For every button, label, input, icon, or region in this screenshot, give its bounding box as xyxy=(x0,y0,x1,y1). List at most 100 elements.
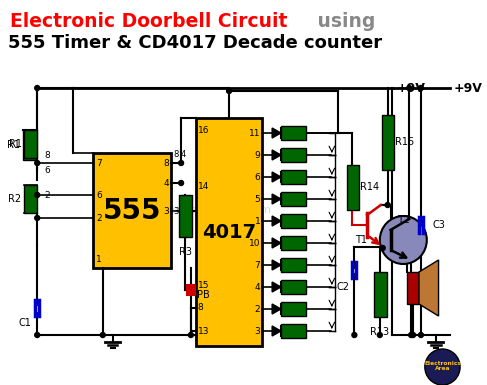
Bar xyxy=(23,130,36,160)
Polygon shape xyxy=(272,128,281,138)
Circle shape xyxy=(35,161,39,166)
Text: 4: 4 xyxy=(164,179,169,187)
Circle shape xyxy=(35,192,39,198)
Text: 8: 8 xyxy=(173,150,179,159)
Text: 8: 8 xyxy=(198,303,204,313)
Circle shape xyxy=(409,333,413,338)
Text: 6: 6 xyxy=(96,191,102,199)
Text: R1: R1 xyxy=(9,139,21,149)
Text: using: using xyxy=(311,12,375,31)
Text: R15: R15 xyxy=(395,137,415,147)
Text: 1: 1 xyxy=(96,256,102,264)
Text: C1: C1 xyxy=(18,318,31,328)
Text: Electronic Doorbell Circuit: Electronic Doorbell Circuit xyxy=(10,12,287,31)
Polygon shape xyxy=(272,260,281,270)
Text: PB: PB xyxy=(197,290,209,300)
Bar xyxy=(382,115,394,170)
Bar xyxy=(281,170,306,184)
Bar xyxy=(281,148,306,162)
Text: 8: 8 xyxy=(164,159,169,167)
Bar xyxy=(407,272,419,304)
Bar xyxy=(24,130,37,158)
Circle shape xyxy=(100,333,105,338)
Text: 4: 4 xyxy=(181,150,187,159)
Circle shape xyxy=(411,333,415,338)
Text: R2: R2 xyxy=(8,194,21,204)
Text: C3: C3 xyxy=(432,220,446,230)
Bar xyxy=(281,280,306,294)
Bar xyxy=(281,258,306,272)
Text: R3: R3 xyxy=(179,247,191,257)
Text: 7: 7 xyxy=(255,261,261,270)
Text: 6: 6 xyxy=(255,172,261,181)
Polygon shape xyxy=(272,304,281,314)
Bar xyxy=(24,185,37,213)
Text: 13: 13 xyxy=(198,326,209,335)
Text: 2: 2 xyxy=(96,214,102,223)
Text: 8: 8 xyxy=(44,151,50,159)
Text: 16: 16 xyxy=(198,126,209,134)
Text: Electronics
Area: Electronics Area xyxy=(424,361,461,372)
Bar xyxy=(281,214,306,228)
Circle shape xyxy=(425,349,460,385)
Text: 11: 11 xyxy=(249,129,261,137)
Bar xyxy=(281,302,306,316)
Text: 7: 7 xyxy=(96,159,102,167)
Text: C2: C2 xyxy=(336,282,349,292)
Text: 555 Timer & CD4017 Decade counter: 555 Timer & CD4017 Decade counter xyxy=(8,34,382,52)
Text: 3: 3 xyxy=(255,326,261,335)
Polygon shape xyxy=(272,150,281,160)
Bar xyxy=(347,165,359,210)
Text: 2: 2 xyxy=(255,305,261,313)
Circle shape xyxy=(377,333,382,338)
Circle shape xyxy=(352,333,357,338)
Text: T2: T2 xyxy=(397,215,410,225)
Bar xyxy=(281,236,306,250)
Polygon shape xyxy=(272,238,281,248)
Text: 15: 15 xyxy=(198,281,209,291)
Circle shape xyxy=(418,85,423,90)
Text: 14: 14 xyxy=(198,181,209,191)
Circle shape xyxy=(179,161,184,166)
Circle shape xyxy=(380,246,385,251)
Circle shape xyxy=(35,85,39,90)
Bar xyxy=(281,192,306,206)
Circle shape xyxy=(385,203,390,208)
Circle shape xyxy=(188,333,193,338)
Polygon shape xyxy=(272,282,281,292)
Polygon shape xyxy=(272,194,281,204)
Text: R1: R1 xyxy=(7,140,19,150)
Text: 4: 4 xyxy=(255,283,261,291)
Circle shape xyxy=(35,333,39,338)
Circle shape xyxy=(35,216,39,221)
Polygon shape xyxy=(272,326,281,336)
Text: 6: 6 xyxy=(44,166,50,174)
Polygon shape xyxy=(272,172,281,182)
Text: 3: 3 xyxy=(173,206,179,216)
Polygon shape xyxy=(272,216,281,226)
Circle shape xyxy=(407,85,412,90)
Bar xyxy=(187,285,195,295)
Text: +9V: +9V xyxy=(453,82,482,94)
Text: T1: T1 xyxy=(356,235,367,245)
Text: +9V: +9V xyxy=(396,82,425,94)
Bar xyxy=(281,126,306,140)
Polygon shape xyxy=(419,260,439,316)
Text: R14: R14 xyxy=(360,182,379,192)
Bar xyxy=(196,118,262,346)
Text: 1: 1 xyxy=(255,216,261,226)
Text: R13: R13 xyxy=(370,327,390,337)
Text: 4017: 4017 xyxy=(202,223,256,241)
Text: electronicsarea.com: electronicsarea.com xyxy=(159,205,272,215)
Bar xyxy=(281,324,306,338)
Bar xyxy=(179,195,192,237)
Text: 555: 555 xyxy=(103,196,161,224)
Text: 10: 10 xyxy=(249,238,261,248)
Bar xyxy=(374,272,387,317)
Text: 9: 9 xyxy=(255,151,261,159)
Circle shape xyxy=(226,89,231,94)
Circle shape xyxy=(380,216,427,264)
Text: 3: 3 xyxy=(164,206,169,216)
Text: 2: 2 xyxy=(44,191,50,199)
Bar xyxy=(93,153,171,268)
